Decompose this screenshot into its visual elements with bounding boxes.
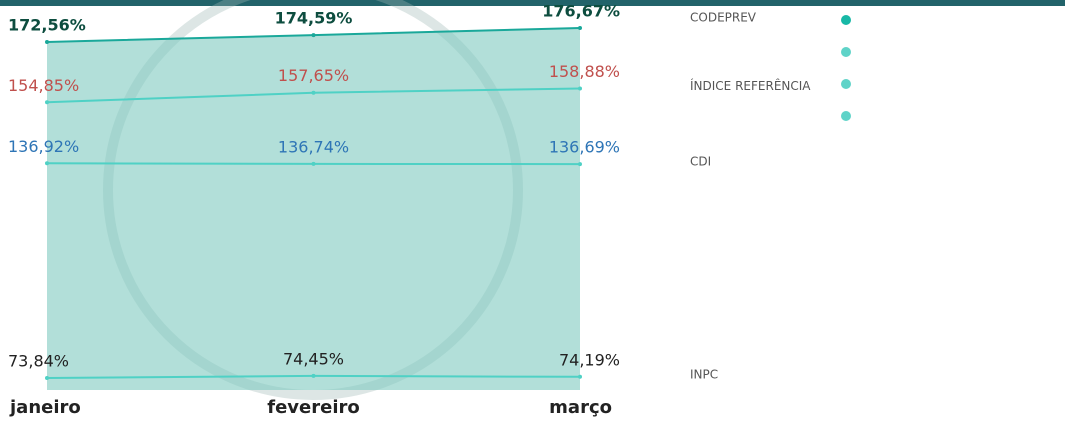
x-tick-label: janeiro <box>9 397 81 418</box>
value-label: 172,56% <box>8 15 86 34</box>
legend-label: ÍNDICE REFERÊNCIA <box>855 40 1026 62</box>
series-label: INPC <box>690 367 718 381</box>
value-label: 154,85% <box>8 76 79 95</box>
point <box>578 162 582 167</box>
area <box>47 28 580 390</box>
value-label: 157,65% <box>278 66 349 85</box>
point <box>311 161 316 166</box>
value-label: 74,19% <box>559 350 620 369</box>
legend-dot <box>841 47 851 57</box>
top-bar <box>0 0 1065 6</box>
legend-label: CDI <box>855 74 885 94</box>
value-label: 136,69% <box>549 138 620 157</box>
series-label: CDI <box>690 155 711 169</box>
value-label: 74,45% <box>283 349 344 368</box>
legend-dot <box>841 15 851 25</box>
point <box>311 33 316 38</box>
legend-label: CODEPREV <box>855 10 949 30</box>
point <box>45 39 49 44</box>
point <box>311 90 316 95</box>
value-label: 136,92% <box>8 137 79 156</box>
point <box>578 374 582 379</box>
legend-dot <box>841 111 851 121</box>
point <box>45 161 49 166</box>
legend-dot <box>841 79 851 89</box>
value-label: 174,59% <box>275 9 353 28</box>
point <box>311 373 316 378</box>
value-label: 176,67% <box>542 2 620 21</box>
value-label: 158,88% <box>549 62 620 81</box>
x-tick-label: março <box>549 397 612 418</box>
series-label: ÍNDICE REFERÊNCIA <box>690 78 811 93</box>
point <box>578 26 582 30</box>
value-label: 73,84% <box>8 352 69 371</box>
point <box>578 86 582 91</box>
point <box>45 376 49 380</box>
x-tick-label: fevereiro <box>267 397 359 418</box>
legend-label: INPC <box>855 106 895 126</box>
point <box>45 100 49 105</box>
series-label: CODEPREV <box>690 11 757 25</box>
value-label: 136,74% <box>278 137 349 156</box>
